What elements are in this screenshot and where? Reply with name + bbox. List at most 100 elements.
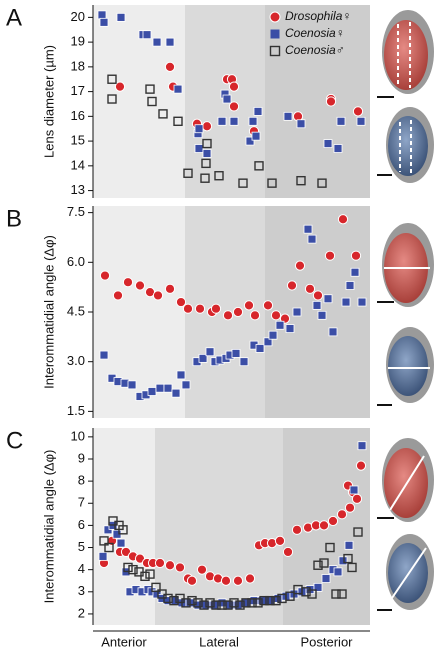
y-tick-label: 5 bbox=[78, 539, 85, 554]
point bbox=[235, 600, 245, 610]
point bbox=[222, 310, 234, 321]
point bbox=[285, 324, 295, 333]
point bbox=[291, 524, 303, 535]
y-axis-label: Interommatidial angle (Δφ) bbox=[41, 235, 56, 389]
point bbox=[140, 571, 150, 582]
point bbox=[328, 327, 338, 337]
point bbox=[296, 175, 306, 186]
point bbox=[268, 330, 278, 340]
y-tick-label: 14 bbox=[71, 157, 85, 172]
point bbox=[253, 106, 263, 116]
point bbox=[151, 582, 161, 593]
point bbox=[255, 344, 265, 353]
point bbox=[343, 553, 353, 564]
point bbox=[182, 303, 194, 314]
point bbox=[174, 562, 186, 573]
point bbox=[245, 136, 255, 146]
y-tick-label: 20 bbox=[71, 9, 85, 24]
point bbox=[336, 116, 346, 126]
y-tick-label: 16 bbox=[71, 108, 85, 123]
legend-marker bbox=[269, 11, 281, 23]
point bbox=[194, 303, 206, 314]
point bbox=[265, 596, 275, 606]
point bbox=[323, 294, 333, 304]
fly-coenosia-b bbox=[386, 327, 434, 403]
point bbox=[323, 139, 333, 148]
point bbox=[181, 380, 191, 390]
point bbox=[147, 96, 157, 107]
y-tick-label: 6.0 bbox=[67, 254, 85, 269]
point bbox=[152, 37, 162, 47]
region-shading bbox=[265, 5, 370, 198]
point bbox=[99, 350, 109, 360]
point bbox=[353, 527, 363, 537]
point bbox=[325, 96, 337, 107]
y-tick-label: 19 bbox=[71, 34, 85, 49]
point bbox=[118, 525, 128, 535]
point bbox=[165, 37, 175, 47]
point bbox=[259, 595, 269, 606]
point bbox=[337, 589, 347, 599]
point bbox=[145, 569, 155, 579]
point bbox=[163, 593, 173, 604]
point bbox=[352, 106, 364, 117]
point bbox=[283, 111, 293, 121]
point bbox=[147, 387, 157, 396]
point bbox=[286, 280, 298, 291]
point bbox=[349, 485, 359, 495]
point bbox=[228, 81, 240, 92]
point bbox=[183, 168, 193, 178]
point bbox=[274, 535, 286, 546]
point bbox=[344, 502, 356, 513]
point bbox=[317, 178, 327, 188]
point bbox=[271, 595, 281, 606]
point bbox=[116, 12, 126, 22]
point bbox=[229, 116, 239, 126]
point bbox=[173, 84, 183, 94]
point bbox=[222, 94, 232, 104]
panel: 13 14 15 16 17 18 19 20 Lens diameter (µm) A Droso… bbox=[6, 4, 370, 198]
point bbox=[319, 558, 329, 568]
point bbox=[114, 81, 126, 92]
point bbox=[333, 567, 343, 577]
point bbox=[199, 600, 209, 610]
point bbox=[175, 296, 187, 308]
point bbox=[301, 587, 311, 597]
point bbox=[200, 173, 210, 183]
point bbox=[164, 560, 176, 571]
point bbox=[228, 101, 240, 112]
point bbox=[338, 556, 348, 566]
point bbox=[187, 595, 197, 606]
point bbox=[107, 94, 117, 104]
point bbox=[341, 297, 351, 307]
legend-label: Drosophila♀ bbox=[285, 9, 351, 23]
point bbox=[193, 598, 203, 608]
point bbox=[173, 116, 183, 126]
y-tick-label: 8 bbox=[78, 473, 85, 488]
point bbox=[249, 310, 261, 321]
point bbox=[321, 574, 331, 583]
point bbox=[248, 116, 258, 126]
point bbox=[351, 493, 363, 504]
point bbox=[99, 17, 109, 27]
point bbox=[99, 270, 111, 281]
point bbox=[155, 383, 165, 393]
point bbox=[241, 598, 251, 608]
point bbox=[205, 598, 215, 608]
point bbox=[202, 149, 212, 158]
point bbox=[112, 290, 124, 301]
region-label: Lateral bbox=[199, 634, 239, 649]
point bbox=[202, 138, 212, 149]
point bbox=[186, 575, 198, 586]
point bbox=[99, 536, 109, 546]
y-tick-label: 4.5 bbox=[67, 303, 85, 318]
fly-illustrations bbox=[377, 10, 434, 611]
y-tick-label: 3 bbox=[78, 583, 85, 598]
fly-coenosia-a bbox=[386, 107, 434, 183]
point bbox=[356, 116, 366, 126]
point bbox=[327, 515, 339, 527]
point bbox=[210, 303, 222, 314]
point bbox=[220, 575, 232, 586]
y-axis-label: Lens diameter (µm) bbox=[41, 45, 56, 158]
